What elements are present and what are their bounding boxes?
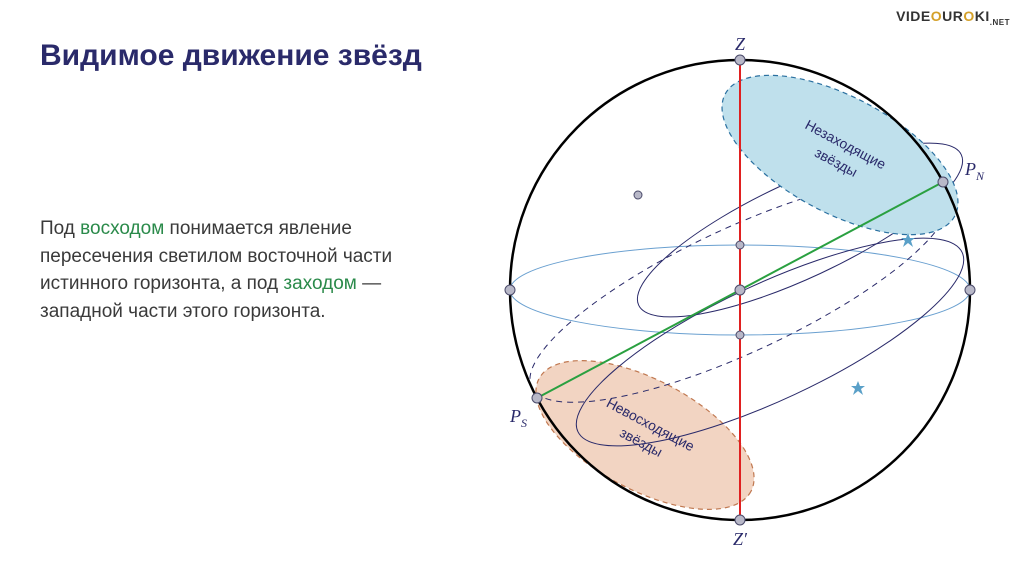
node-horizon-e <box>965 285 975 295</box>
star-marker-2 <box>851 381 865 395</box>
node-Z <box>735 55 745 65</box>
node-horizon-w <box>505 285 515 295</box>
node-Zp <box>735 515 745 525</box>
node-horizon-front <box>736 331 744 339</box>
label-PS: PS <box>509 406 527 430</box>
highlight-sunset: заходом <box>283 273 356 294</box>
label-Z: Z <box>735 34 746 54</box>
label-PN: PN <box>964 159 985 183</box>
definition-paragraph: Под восходом понимается явление пересече… <box>40 215 460 325</box>
celestial-sphere-diagram: Z Z′ PN PS Незаходящие звёзды Невосходящ… <box>470 20 1010 560</box>
node-center <box>735 285 745 295</box>
node-path-upper <box>634 191 642 199</box>
node-horizon-back <box>736 241 744 249</box>
label-Zprime: Z′ <box>733 529 748 549</box>
page-title: Видимое движение звёзд <box>40 38 422 74</box>
highlight-sunrise: восходом <box>80 218 164 239</box>
node-PS <box>532 393 542 403</box>
node-PN <box>938 177 948 187</box>
